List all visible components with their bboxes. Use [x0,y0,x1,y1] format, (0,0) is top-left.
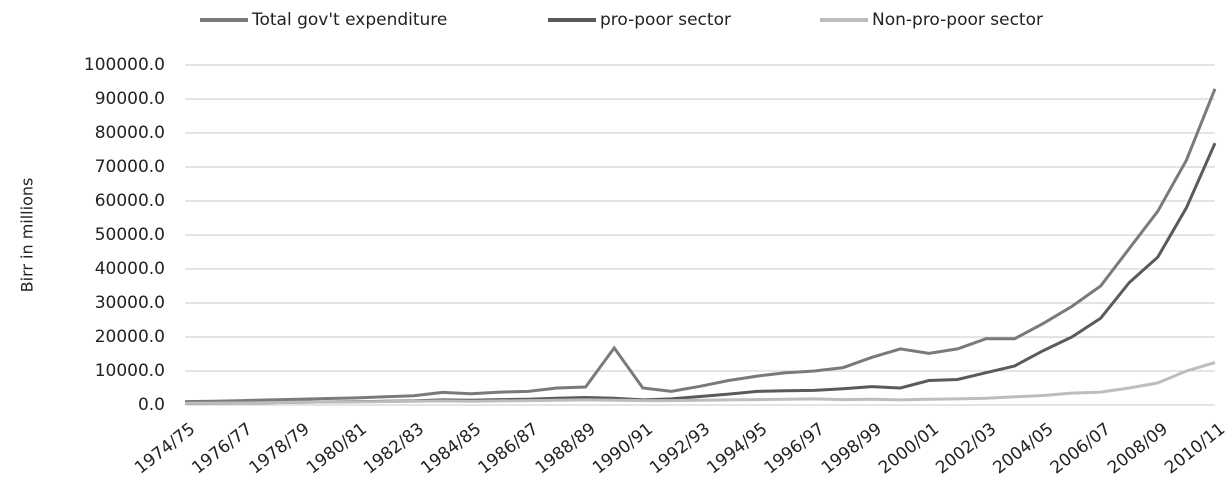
legend-label: Non-pro-poor sector [872,10,1043,30]
legend-label: Total gov't expenditure [251,10,447,30]
series-line [184,361,1216,405]
x-tick-label: 1978/79 [246,419,314,478]
y-tick-label: 90000.0 [95,89,165,109]
x-tick-label: 1980/81 [303,419,371,478]
series-line [184,142,1217,405]
series-line [184,88,1217,404]
x-tick-label: 1998/99 [818,419,886,478]
y-tick-label: 30000.0 [95,293,165,313]
x-tick-label: 1994/95 [703,419,771,478]
x-tick-label: 1976/77 [188,419,256,478]
x-tick-label: 1996/97 [761,419,829,478]
y-tick-label: 60000.0 [95,191,165,211]
y-tick-label: 70000.0 [95,157,165,177]
x-tick-label: 2000/01 [875,419,943,478]
legend-label: pro-poor sector [600,10,731,30]
x-tick-label: 1986/87 [475,419,543,478]
x-tick-label: 1988/89 [532,419,600,478]
y-axis-label: Birr in millions [18,178,37,293]
y-tick-label: 40000.0 [95,259,165,279]
x-tick-label: 1974/75 [131,419,199,478]
x-tick-label: 2002/03 [932,419,1000,478]
y-tick-label: 100000.0 [84,55,165,75]
x-tick-label: 2010/11 [1161,419,1226,478]
x-tick-label: 1990/91 [589,419,657,478]
y-tick-label: 0.0 [138,395,165,415]
y-tick-label: 80000.0 [95,123,165,143]
x-tick-label: 1992/93 [646,419,714,478]
x-tick-label: 2006/07 [1047,419,1115,478]
y-tick-label: 50000.0 [95,225,165,245]
y-tick-label: 20000.0 [95,327,165,347]
x-tick-label: 1982/83 [360,419,428,478]
x-tick-label: 2008/09 [1104,419,1172,478]
x-tick-label: 2004/05 [990,419,1058,478]
x-tick-label: 1984/85 [417,419,485,478]
y-tick-label: 10000.0 [95,361,165,381]
